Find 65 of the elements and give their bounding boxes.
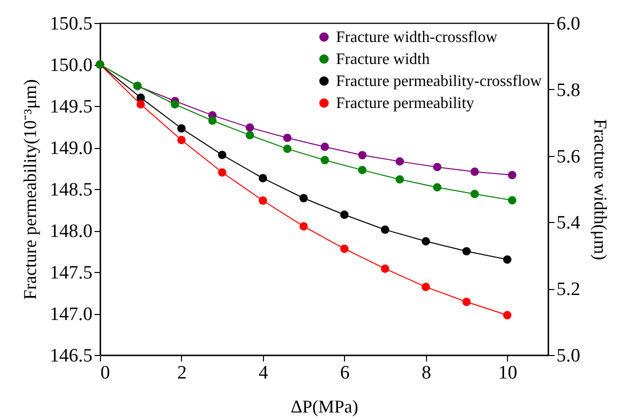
point [503, 255, 512, 264]
x-tick-label: 8 [422, 362, 432, 384]
point [422, 237, 430, 246]
point [340, 210, 349, 219]
point [462, 298, 471, 306]
point [358, 166, 366, 174]
legend-label: Fracture permeability [336, 95, 474, 112]
y2-tick-label: 5.8 [556, 80, 580, 101]
point [470, 168, 479, 176]
y-tick-label: 149.0 [50, 138, 92, 159]
point [258, 174, 268, 182]
point [508, 170, 516, 180]
point [246, 123, 254, 132]
point [470, 190, 479, 198]
point [396, 175, 404, 184]
y-tick-label: 147.0 [50, 304, 92, 325]
y-tick-label: 150.5 [50, 14, 92, 34]
point [508, 196, 516, 204]
legend-label: Fracture width-crossflow [336, 29, 498, 46]
point [380, 225, 390, 234]
y-tick-label: 150.0 [50, 55, 92, 76]
x-tick-label: 0 [100, 362, 110, 384]
point [299, 194, 308, 202]
y2-tick-label: 6.0 [556, 14, 580, 34]
point [258, 196, 268, 205]
y-tick-label: 148.5 [50, 180, 92, 200]
point [433, 162, 442, 172]
point [218, 150, 226, 160]
y2-tick-label: 5.6 [556, 146, 580, 168]
point [340, 244, 349, 253]
point [208, 116, 217, 125]
point [320, 142, 329, 152]
point [358, 150, 366, 160]
point [136, 100, 145, 109]
point [170, 100, 180, 109]
legend-label: Fracture permeability-crossflow [336, 73, 542, 90]
point [503, 310, 512, 320]
x-tick-label: 6 [340, 362, 350, 384]
y-tick-label: 146.5 [50, 346, 92, 366]
point [380, 264, 390, 273]
point [396, 157, 404, 166]
point [299, 222, 308, 231]
x-axis-title: ΔP(MPa) [290, 396, 358, 416]
point [218, 168, 226, 177]
y2-tick-label: 5.0 [556, 346, 580, 366]
y-tick-label: 149.5 [50, 96, 92, 118]
point [320, 156, 329, 164]
point [433, 183, 442, 192]
point [283, 134, 292, 142]
x-tick-label: 2 [177, 362, 187, 384]
legend-label: Fracture width [336, 51, 430, 68]
y-tick-label: 148.0 [50, 221, 92, 242]
point [246, 131, 254, 140]
point [462, 247, 471, 256]
point [177, 124, 186, 133]
y-axis-title: Fracture permeability(10⁻³μm) [20, 79, 40, 300]
x-tick-label: 10 [498, 362, 518, 384]
x-tick-label: 4 [258, 362, 269, 384]
point [422, 282, 430, 292]
point [177, 136, 186, 144]
point [283, 144, 292, 154]
y2-axis-title: Fracture width(μm) [590, 118, 610, 260]
y2-tick-label: 5.4 [556, 212, 581, 234]
y2-tick-label: 5.2 [556, 279, 580, 300]
y-tick-label: 147.5 [50, 262, 92, 284]
